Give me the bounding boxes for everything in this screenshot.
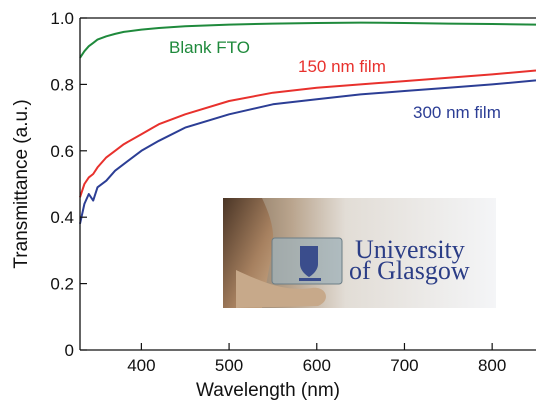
tick-layer: 400 500 600 700 800 0 0.2 0.4 0.6 0.8 1.0 [50,9,506,375]
crest-motto-icon [299,278,321,281]
y-tick-label: 0.8 [50,75,74,94]
y-tick-label: 1.0 [50,9,74,28]
y-tick-label: 0.2 [50,275,74,294]
x-axis-title: Wavelength (nm) [196,380,340,401]
logo-of-glasgow: of Glasgow [349,256,470,285]
series-line-1 [79,69,536,198]
finger-shape [223,198,274,308]
series-line-0 [79,21,536,59]
x-tick-label: 800 [478,356,506,375]
label-150nm: 150 nm film [298,57,386,76]
label-blank-fto: Blank FTO [169,38,250,57]
x-tick-label: 600 [303,356,331,375]
y-tick-label: 0 [65,341,74,360]
thumb-shape [236,270,326,308]
y-axis-title: Transmittance (a.u.) [11,99,32,268]
y-tick-label: 0.6 [50,142,74,161]
x-tick-label: 500 [215,356,243,375]
inset-photo: University of Glasgow [223,198,496,308]
x-tick-label: 700 [390,356,418,375]
x-tick-label: 400 [127,356,155,375]
logo-university: University [355,235,465,264]
label-300nm: 300 nm film [413,103,501,122]
y-tick-label: 0.4 [50,208,74,227]
crest-icon [300,246,318,277]
series-layer [79,21,536,225]
series-line-2 [79,79,536,225]
